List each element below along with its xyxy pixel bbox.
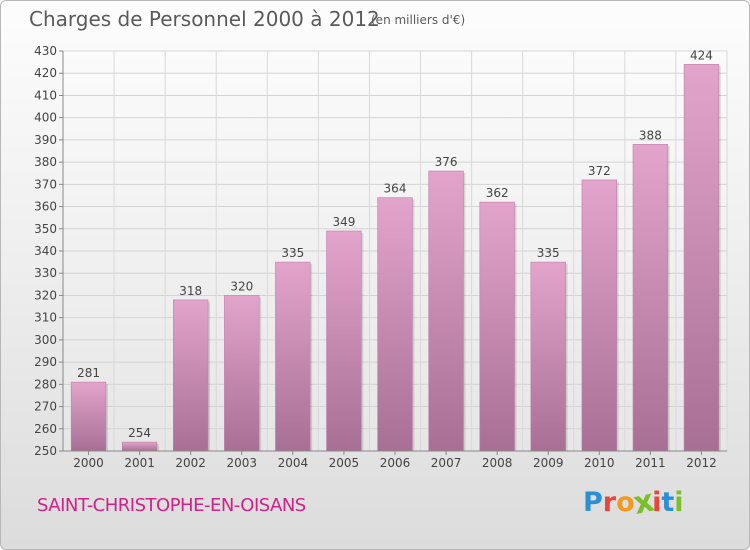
x-tick-label: 2009 <box>533 456 564 470</box>
x-tick-label: 2007 <box>431 456 462 470</box>
bar <box>326 230 362 452</box>
logo-letter: P <box>583 487 603 518</box>
data-label: 364 <box>384 182 407 196</box>
y-tick-label: 250 <box>34 444 57 458</box>
bar <box>377 197 413 452</box>
data-label: 335 <box>537 246 560 260</box>
y-tick-label: 400 <box>34 111 57 125</box>
data-label: 335 <box>281 246 304 260</box>
bar <box>121 441 158 452</box>
y-tick-label: 280 <box>34 377 57 391</box>
x-tick-label: 2005 <box>329 456 360 470</box>
bar <box>224 295 260 452</box>
y-tick-label: 420 <box>34 66 57 80</box>
logo-letter: i <box>652 487 662 518</box>
x-tick-label: 2012 <box>686 456 717 470</box>
x-tick-label: 2010 <box>584 456 615 470</box>
x-tick-label: 2002 <box>175 456 206 470</box>
data-label: 254 <box>128 426 151 440</box>
bar <box>173 299 209 452</box>
bar <box>479 201 515 452</box>
logo-letter: o <box>616 487 635 518</box>
data-label: 349 <box>332 215 355 229</box>
proxiti-logo: Proxiti <box>583 483 684 522</box>
bar <box>275 261 311 452</box>
y-tick-label: 430 <box>34 44 57 58</box>
y-tick-label: 310 <box>34 311 57 325</box>
y-tick-label: 410 <box>34 88 57 102</box>
y-tick-label: 330 <box>34 266 57 280</box>
bar <box>428 170 464 452</box>
bar <box>70 381 107 452</box>
y-tick-label: 350 <box>34 222 57 236</box>
data-label: 388 <box>639 128 662 142</box>
y-tick-label: 300 <box>34 333 57 347</box>
x-tick-label: 2008 <box>482 456 513 470</box>
y-tick-label: 320 <box>34 288 57 302</box>
x-tick-label: 2006 <box>380 456 411 470</box>
data-label: 320 <box>230 279 253 293</box>
y-tick-label: 260 <box>34 422 57 436</box>
logo-letter: t <box>661 487 675 518</box>
bars: 281 254 318 320 335 349 364 376 362 335 372 388 424 <box>70 48 721 452</box>
y-tick-label: 390 <box>34 133 57 147</box>
y-tick-label: 290 <box>34 355 57 369</box>
x-tick-label: 2011 <box>635 456 666 470</box>
y-tick-label: 360 <box>34 200 57 214</box>
chart-subtitle: (en milliers d'€) <box>371 13 466 27</box>
logo-letter: i <box>674 487 684 518</box>
bar <box>581 179 617 452</box>
y-tick-label: 270 <box>34 400 57 414</box>
data-label: 424 <box>690 48 713 62</box>
data-label: 362 <box>486 186 509 200</box>
bar <box>683 64 720 452</box>
y-tick-label: 380 <box>34 155 57 169</box>
x-tick-label: 2001 <box>124 456 155 470</box>
axes: 250 260 270 280 290 300 310 320 330 340 350 360 370 3… <box>34 44 727 470</box>
bar <box>632 144 669 452</box>
x-tick-label: 2004 <box>278 456 309 470</box>
data-label: 372 <box>588 164 611 178</box>
y-tick-label: 370 <box>34 177 57 191</box>
x-tick-label: 2003 <box>226 456 257 470</box>
x-tick-label: 2000 <box>73 456 104 470</box>
chart-title: Charges de Personnel 2000 à 2012 <box>29 7 380 31</box>
data-label: 318 <box>179 284 202 298</box>
y-tick-label: 340 <box>34 244 57 258</box>
logo-letter: r <box>602 487 617 518</box>
commune-name: SAINT-CHRISTOPHE-EN-OISANS <box>37 495 306 516</box>
data-label: 281 <box>77 366 100 380</box>
bar <box>530 261 566 452</box>
data-label: 376 <box>435 155 458 169</box>
